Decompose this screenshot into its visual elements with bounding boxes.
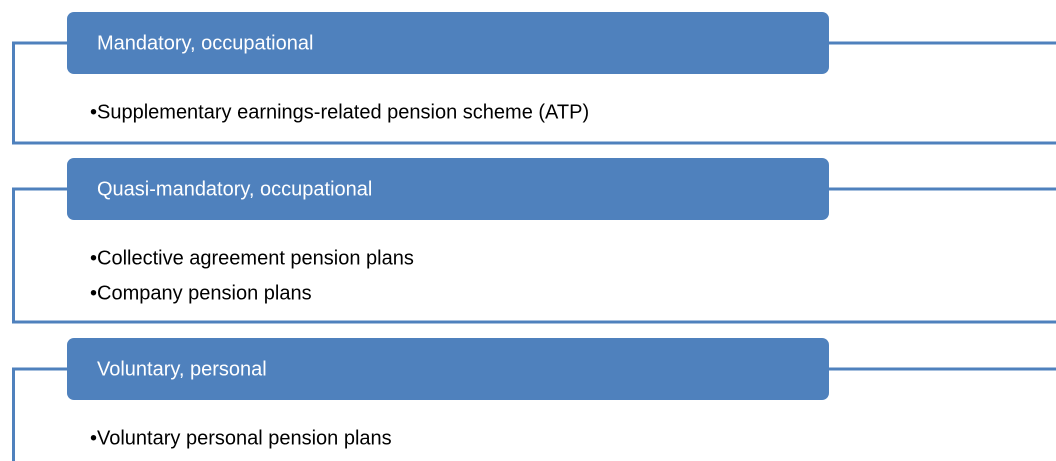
group-header xyxy=(67,158,829,220)
group-header xyxy=(67,12,829,74)
group-title: Quasi-mandatory, occupational xyxy=(97,178,372,200)
group-item: •Supplementary earnings-related pension … xyxy=(90,101,589,123)
group-item: •Collective agreement pension plans xyxy=(90,247,414,269)
group-item: •Company pension plans xyxy=(90,282,312,304)
group-title: Mandatory, occupational xyxy=(97,32,313,54)
group-title: Voluntary, personal xyxy=(97,358,267,380)
group-item: •Voluntary personal pension plans xyxy=(90,427,392,449)
group-header xyxy=(67,338,829,400)
